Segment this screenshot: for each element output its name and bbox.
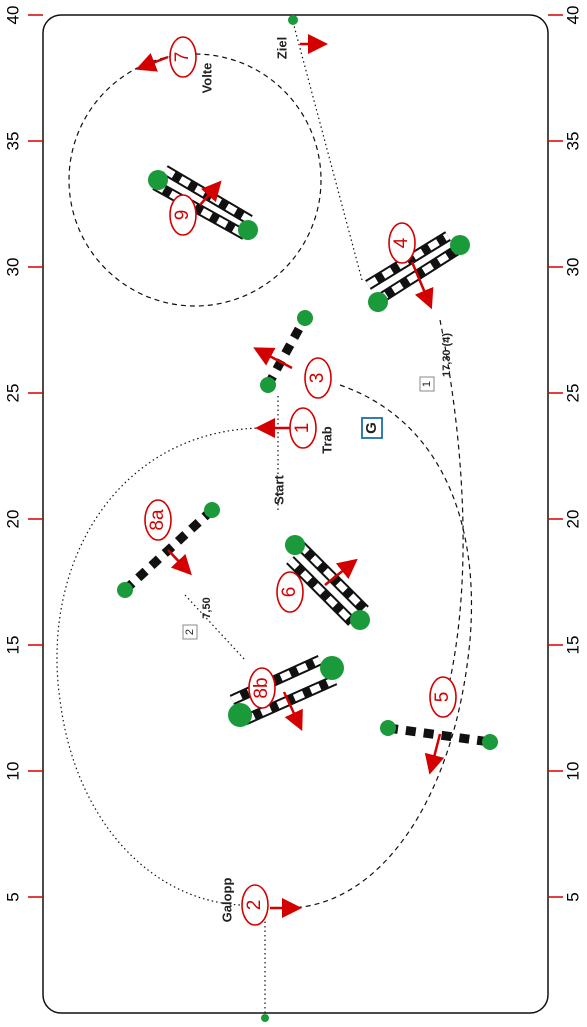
gate-box (361, 417, 383, 439)
obstacle-number: 5 (432, 692, 453, 703)
ziel-label: Ziel (274, 37, 289, 59)
arena (42, 14, 549, 1014)
scale-label: 15 (3, 636, 22, 655)
scale-label: 35 (3, 132, 22, 151)
scale-label: 30 (563, 258, 582, 277)
scale-label: 20 (563, 510, 582, 529)
scale-label: 5 (3, 892, 22, 901)
scale-label: 10 (3, 762, 22, 781)
obstacle-number: 4 (391, 237, 412, 248)
fences (117, 15, 498, 1022)
obstacle-number: 9 (172, 210, 193, 221)
obstacle-number: 6 (279, 587, 300, 598)
scale-label: 35 (563, 132, 582, 151)
distance-text: 7,50 (201, 597, 213, 618)
obstacle-marker (144, 499, 172, 541)
route (56, 21, 473, 1013)
distance-box (419, 376, 435, 392)
obstacle-marker (241, 884, 269, 926)
obstacle-number: 2 (244, 900, 265, 911)
obstacle-marker (169, 36, 197, 78)
arrows (135, 34, 445, 918)
scale-label: 25 (563, 384, 582, 403)
scale-label: 40 (563, 6, 582, 25)
galopp-label: Galopp (219, 878, 234, 923)
distance-marker: 1 (421, 381, 433, 387)
scale-label: 15 (563, 636, 582, 655)
gate-label: G (363, 422, 380, 434)
obstacle-number: 1 (292, 423, 313, 434)
obstacle-marker (304, 357, 332, 399)
scale-label: 10 (563, 762, 582, 781)
obstacle-marker (289, 407, 317, 449)
obstacle-number: 8a (147, 509, 168, 531)
obstacle-marker (388, 222, 416, 264)
obstacle-marker (429, 676, 457, 718)
obstacle-marker (169, 194, 197, 236)
trab-label: Trab (319, 426, 334, 454)
obstacle-number: 8b (251, 677, 272, 698)
scale-label: 20 (3, 510, 22, 529)
labels: 1 2 3 4 5 6 7 8a 8b 9 Start Trab Galopp Volte Ziel G 1 17… (144, 36, 457, 926)
obstacle-number: 7 (172, 52, 193, 63)
scale-label: 5 (563, 892, 582, 901)
scale-label: 40 (3, 6, 22, 25)
volte-label: Volte (199, 63, 214, 94)
obstacle-marker (276, 571, 304, 613)
distance-marker: 2 (184, 629, 196, 635)
scale-label: 30 (3, 258, 22, 277)
scale-label: 25 (3, 384, 22, 403)
distance-text: 17,30 (4) (441, 333, 453, 377)
start-label: Start (271, 475, 286, 505)
obstacle-number: 3 (307, 373, 328, 384)
distance-box (182, 624, 198, 640)
obstacle-marker (248, 667, 276, 709)
